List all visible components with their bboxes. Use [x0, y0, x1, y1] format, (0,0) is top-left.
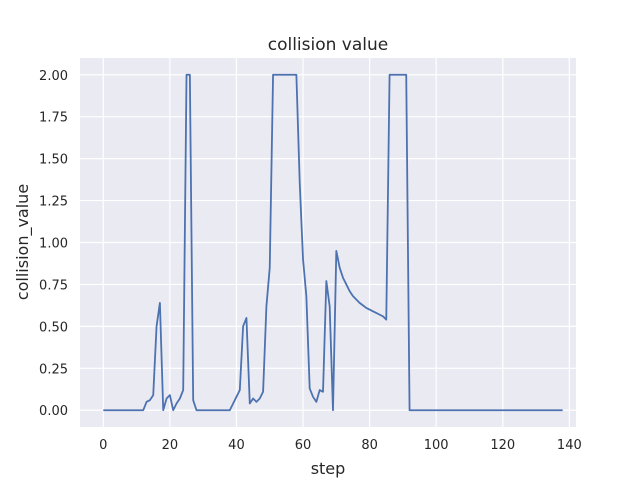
y-tick-label: 0.75	[39, 278, 68, 293]
y-tick-label: 0.00	[39, 404, 68, 419]
x-tick-label: 140	[557, 438, 582, 453]
y-tick-label: 1.50	[39, 153, 68, 168]
y-tick-label: 1.75	[39, 111, 68, 126]
tick-labels: 0 20 40 60 80 100 120 140 0.00 0.25 0.50 0.75 1.00 1.…	[39, 69, 582, 453]
y-tick-label: 0.25	[39, 362, 68, 377]
y-axis-label: collision_value	[13, 184, 33, 300]
y-tick-label: 0.50	[39, 320, 68, 335]
y-tick-label: 1.25	[39, 195, 68, 210]
x-tick-label: 0	[99, 438, 107, 453]
x-tick-label: 120	[490, 438, 515, 453]
chart-title: collision value	[268, 35, 389, 55]
x-tick-label: 80	[361, 438, 378, 453]
x-tick-label: 60	[295, 438, 312, 453]
series-line	[103, 73, 563, 412]
y-tick-label: 2.00	[39, 69, 68, 84]
y-tick-label: 1.00	[39, 237, 68, 252]
series-layer	[103, 73, 563, 412]
x-axis-label: step	[311, 459, 346, 478]
x-tick-label: 100	[424, 438, 449, 453]
x-tick-label: 20	[162, 438, 179, 453]
x-tick-label: 40	[228, 438, 245, 453]
